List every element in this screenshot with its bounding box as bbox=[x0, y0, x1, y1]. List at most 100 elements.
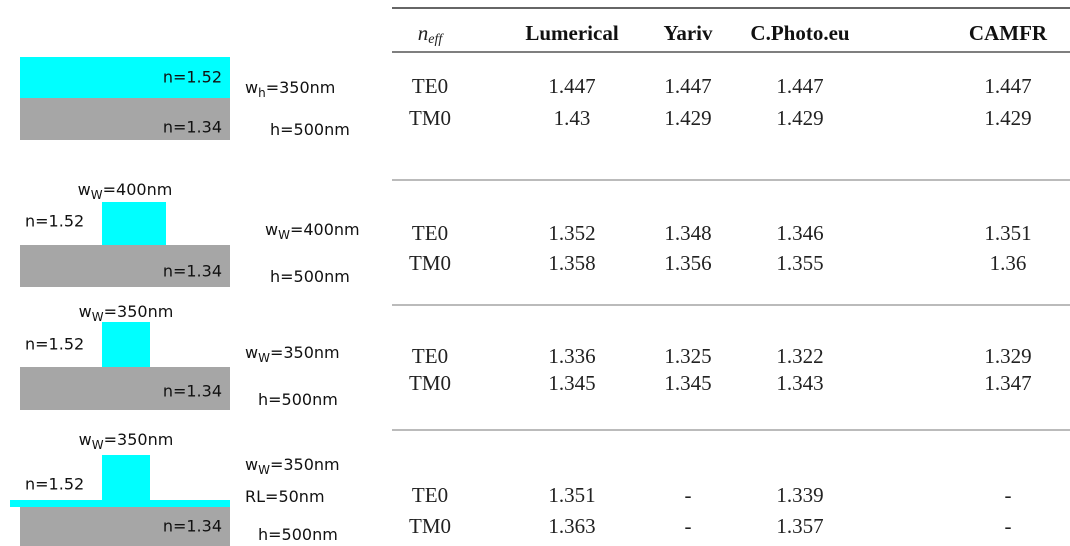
param-label: wW=350nm bbox=[79, 302, 174, 324]
label-sub: W bbox=[92, 310, 104, 324]
mode-label: TE0 bbox=[412, 483, 448, 507]
table-cell: 1.447 bbox=[664, 74, 711, 98]
table-cell: 1.363 bbox=[548, 514, 595, 538]
table-cell: 1.322 bbox=[776, 344, 823, 368]
substrate-index: n=1.34 bbox=[163, 382, 222, 401]
table-cell: 1.447 bbox=[776, 74, 823, 98]
core-ridge bbox=[102, 202, 166, 245]
param-label: wW=350nm bbox=[245, 343, 340, 365]
substrate-index: n=1.34 bbox=[163, 118, 222, 137]
table-cell: 1.43 bbox=[554, 106, 591, 130]
label-rest: =350nm bbox=[104, 302, 174, 321]
table-cell: 1.351 bbox=[548, 483, 595, 507]
label-sub: W bbox=[92, 438, 104, 452]
column-header: CAMFR bbox=[969, 21, 1048, 45]
table-cell: 1.336 bbox=[548, 344, 595, 368]
waveguide-diagrams bbox=[10, 57, 230, 546]
label-var: h bbox=[270, 267, 280, 286]
table-cell: 1.355 bbox=[776, 251, 823, 275]
label-rest: =500nm bbox=[268, 390, 338, 409]
label-rest: =500nm bbox=[280, 267, 350, 286]
table-cell: 1.447 bbox=[548, 74, 595, 98]
substrate-index: n=1.34 bbox=[163, 517, 222, 536]
substrate bbox=[20, 98, 230, 140]
table-cell: 1.351 bbox=[984, 221, 1031, 245]
param-label: h=500nm bbox=[258, 525, 338, 544]
label-var: w bbox=[245, 343, 258, 362]
label-sub: W bbox=[278, 228, 290, 242]
label-var: h bbox=[270, 120, 280, 139]
label-var: h bbox=[258, 525, 268, 544]
table-cell: 1.429 bbox=[984, 106, 1031, 130]
core-index: n=1.52 bbox=[25, 475, 84, 494]
table-cell: 1.429 bbox=[776, 106, 823, 130]
label-rest: =350nm bbox=[270, 455, 340, 474]
param-label: h=500nm bbox=[258, 390, 338, 409]
table-cell: 1.347 bbox=[984, 371, 1031, 395]
label-var: w bbox=[245, 78, 258, 97]
param-label: RL=50nm bbox=[245, 487, 325, 506]
column-header: C.Photo.eu bbox=[750, 21, 849, 45]
table-cell: 1.352 bbox=[548, 221, 595, 245]
table-cell: 1.447 bbox=[984, 74, 1031, 98]
table-cell: 1.429 bbox=[664, 106, 711, 130]
label-rest: =350nm bbox=[266, 78, 336, 97]
table-cell: 1.345 bbox=[664, 371, 711, 395]
residual-layer bbox=[10, 500, 230, 507]
param-label: wW=400nm bbox=[78, 180, 173, 202]
core-index: n=1.52 bbox=[25, 335, 84, 354]
core-ridge bbox=[102, 322, 150, 367]
core-layer bbox=[20, 57, 230, 98]
substrate bbox=[20, 507, 230, 546]
table-cell: 1.325 bbox=[664, 344, 711, 368]
label-var: w bbox=[265, 220, 278, 239]
label-sub: W bbox=[91, 188, 103, 202]
table-cell: 1.348 bbox=[664, 221, 711, 245]
core-index: n=1.52 bbox=[25, 212, 84, 231]
param-label: wW=350nm bbox=[79, 430, 174, 452]
neff-var: n bbox=[418, 21, 429, 45]
label-rest: =350nm bbox=[104, 430, 174, 449]
param-label: wW=400nm bbox=[265, 220, 360, 242]
table-cell: 1.345 bbox=[548, 371, 595, 395]
mode-label: TE0 bbox=[412, 74, 448, 98]
param-label: wW=350nm bbox=[245, 455, 340, 477]
neff-header: neff bbox=[418, 21, 445, 47]
label-rest: =50nm bbox=[265, 487, 325, 506]
table-cell: 1.343 bbox=[776, 371, 823, 395]
table-cell: 1.346 bbox=[776, 221, 823, 245]
table-cell: - bbox=[1005, 514, 1012, 538]
label-rest: =500nm bbox=[268, 525, 338, 544]
mode-label: TM0 bbox=[409, 371, 451, 395]
mode-label: TM0 bbox=[409, 514, 451, 538]
label-var: w bbox=[78, 180, 91, 199]
table-cell: 1.36 bbox=[990, 251, 1027, 275]
table-cell: 1.357 bbox=[776, 514, 823, 538]
neff-sub: eff bbox=[428, 32, 444, 47]
table-cell: 1.358 bbox=[548, 251, 595, 275]
label-var: w bbox=[245, 455, 258, 474]
label-sub: W bbox=[258, 351, 270, 365]
label-var: h bbox=[258, 390, 268, 409]
core-ridge bbox=[102, 455, 150, 500]
param-label: wh=350nm bbox=[245, 78, 335, 100]
column-header: Lumerical bbox=[525, 21, 618, 45]
substrate-index: n=1.34 bbox=[163, 262, 222, 281]
table-cell: 1.339 bbox=[776, 483, 823, 507]
table-cell: 1.356 bbox=[664, 251, 711, 275]
table-cell: - bbox=[1005, 483, 1012, 507]
substrate bbox=[20, 245, 230, 287]
table-cell: 1.329 bbox=[984, 344, 1031, 368]
substrate bbox=[20, 367, 230, 410]
mode-label: TE0 bbox=[412, 344, 448, 368]
mode-label: TM0 bbox=[409, 251, 451, 275]
label-rest: =350nm bbox=[270, 343, 340, 362]
param-label: h=500nm bbox=[270, 267, 350, 286]
column-header: Yariv bbox=[664, 21, 713, 45]
core-index: n=1.52 bbox=[163, 68, 222, 87]
table-cell: - bbox=[685, 483, 692, 507]
label-var: w bbox=[79, 430, 92, 449]
param-label: h=500nm bbox=[270, 120, 350, 139]
label-rest: =400nm bbox=[290, 220, 360, 239]
